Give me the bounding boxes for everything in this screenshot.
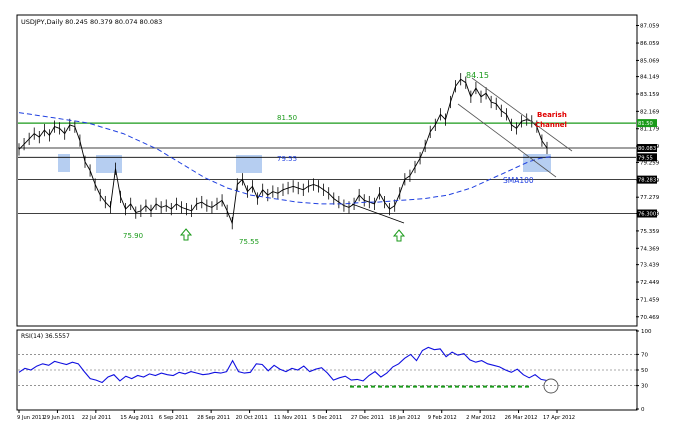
xtick-label: 6 Sep 2011: [159, 415, 189, 421]
xtick-label: 29 Jun 2011: [43, 415, 74, 421]
price-ytick-label: 74.369: [640, 246, 660, 252]
xtick-label: 5 Dec 2011: [312, 415, 342, 421]
chart-annotation: Channel: [535, 121, 567, 129]
rsi-ytick-label: 50: [641, 368, 648, 374]
rsi-ytick-label: 30: [641, 384, 648, 390]
rsi-ytick-label: 70: [641, 352, 648, 358]
xtick-label: 28 Sep 2011: [197, 415, 230, 421]
price-ytick-label: 77.279: [640, 195, 660, 201]
level-tag: [637, 144, 657, 153]
rsi-ytick-label: 100: [641, 329, 652, 335]
price-ytick-label: 85.069: [640, 58, 660, 64]
price-ytick-label: 86.059: [640, 41, 660, 47]
rsi-panel-title: RSI(14) 36.5557: [21, 333, 70, 340]
highlight-zone: [236, 155, 262, 173]
xtick-label: 17 Apr 2012: [543, 415, 575, 421]
channel-lower-line: [457, 103, 557, 178]
channel-upper-line: [471, 77, 573, 152]
rsi-line: [18, 346, 548, 384]
price-ytick-label: 75.359: [640, 229, 660, 235]
rsi-circle-marker: [543, 378, 559, 394]
price-ytick-label: 73.439: [640, 263, 660, 269]
price-ytick-label: 84.149: [640, 75, 660, 81]
price-ytick-label: 83.159: [640, 92, 660, 98]
price-ytick-label: 81.179: [640, 127, 660, 133]
chart-annotation: 79.55: [277, 155, 297, 163]
trend-line: [351, 203, 405, 224]
chart-annotation: SMA100: [503, 176, 534, 185]
price-ytick-label: 79.259: [640, 160, 660, 166]
price-ytick-label: 70.469: [640, 315, 660, 321]
level-tag-label: 78.283: [638, 178, 656, 184]
price-panel-title: USDJPY,Daily 80.245 80.379 80.074 80.083: [21, 18, 162, 26]
level-tag-label: 80.083: [638, 146, 656, 152]
xtick-label: 18 Jan 2012: [389, 415, 420, 421]
price-line: [18, 78, 548, 225]
level-tag: [637, 175, 657, 184]
xtick-label: 27 Dec 2011: [351, 415, 384, 421]
xtick-label: 22 Jul 2011: [82, 415, 111, 421]
level-tag: [637, 153, 657, 162]
xtick-label: 20 Oct 2011: [236, 415, 268, 421]
chart-annotation: Bearish: [537, 111, 567, 119]
price-ytick-label: 72.449: [640, 280, 660, 286]
level-label: 81.50: [277, 114, 297, 122]
up-arrow-icon: [179, 228, 193, 241]
xtick-label: 2 Mar 2012: [466, 415, 496, 421]
price-ytick-label: 87.059: [640, 23, 660, 29]
sma100-line: [18, 112, 553, 205]
price-ytick-label: 82.169: [640, 109, 660, 115]
up-arrow-icon: [392, 229, 406, 242]
highlight-zone: [58, 154, 70, 172]
level-tag: [637, 209, 657, 218]
price-ytick-label: 71.459: [640, 297, 660, 303]
level-tag-label: 76.300: [638, 212, 656, 218]
chart-annotation: 75.55: [239, 238, 259, 246]
level-tag-label: 79.55: [638, 155, 653, 161]
level-tag: [637, 119, 657, 128]
xtick-label: 15 Aug 2011: [120, 415, 153, 421]
xtick-label: 11 Nov 2011: [274, 415, 307, 421]
level-tag-label: 81.50: [638, 121, 653, 127]
xtick-label: 26 Mar 2012: [505, 415, 538, 421]
rsi-ytick-label: 0: [641, 407, 645, 413]
chart-annotation: 75.90: [123, 232, 143, 240]
chart-annotation: 84.15: [466, 71, 489, 80]
xtick-label: 9 Feb 2012: [428, 415, 457, 421]
xtick-label: 9 Jun 2011: [17, 415, 45, 421]
